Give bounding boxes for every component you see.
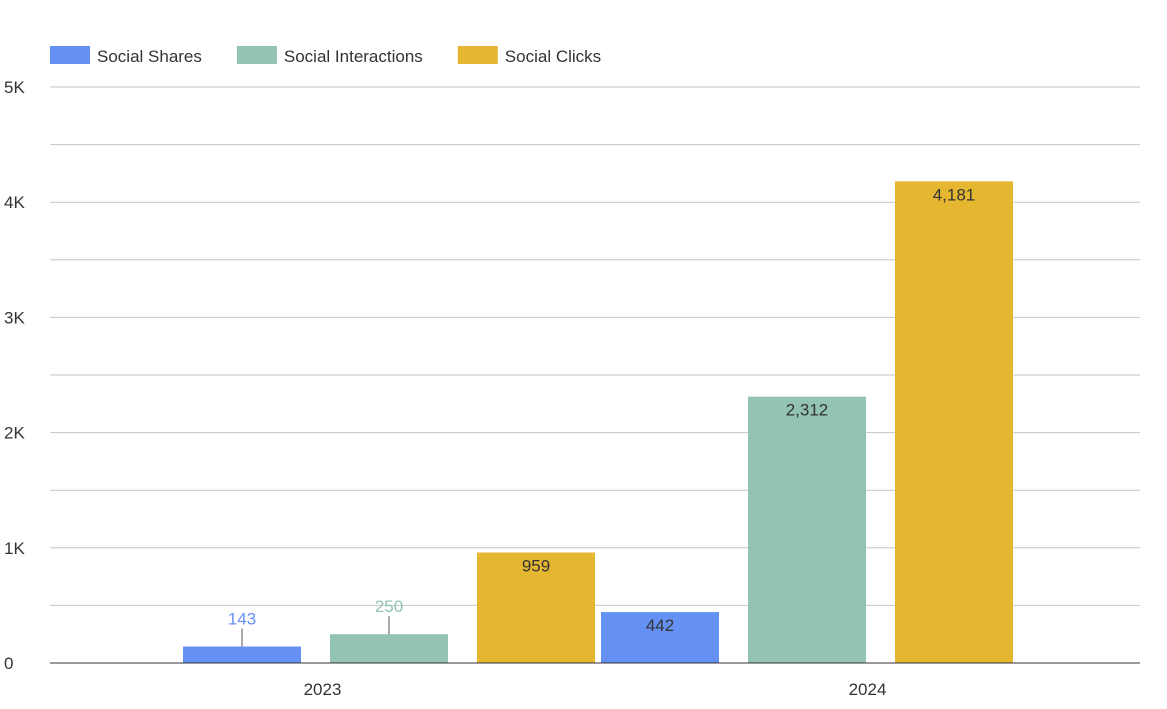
legend-item-social-interactions[interactable]: Social Interactions: [236, 46, 423, 66]
bar-social-interactions-2023[interactable]: [330, 634, 448, 663]
y-tick-label: 3K: [4, 308, 25, 327]
gridlines: [50, 86, 1140, 606]
y-axis: 0 1K 2K 3K 4K 5K: [4, 78, 25, 673]
bar-social-clicks-2023[interactable]: [477, 552, 595, 663]
legend-label: Social Clicks: [505, 47, 601, 66]
legend-label: Social Interactions: [284, 47, 423, 66]
bar-social-shares-2023[interactable]: [183, 646, 301, 663]
legend-swatch: [236, 46, 277, 64]
data-label: 143: [228, 610, 256, 629]
legend[interactable]: Social Shares Social Interactions Social C…: [50, 46, 601, 66]
x-tick-label: 2023: [304, 680, 342, 699]
y-tick-label: 1K: [4, 539, 25, 558]
y-tick-label: 4K: [4, 193, 25, 212]
bars: [183, 181, 1013, 663]
data-labels: 143 250 959 442 2,312 4,181: [228, 185, 976, 647]
legend-label: Social Shares: [97, 47, 202, 66]
y-tick-label: 2K: [4, 424, 25, 443]
data-label: 4,181: [933, 185, 976, 204]
y-tick-label: 5K: [4, 78, 25, 97]
data-label: 442: [646, 616, 674, 635]
data-label: 250: [375, 597, 403, 616]
legend-item-social-shares[interactable]: Social Shares: [50, 46, 202, 66]
legend-item-social-clicks[interactable]: Social Clicks: [457, 46, 601, 66]
data-label: 2,312: [786, 401, 829, 420]
x-axis: 2023 2024: [50, 662, 1140, 699]
bar-social-shares-2024[interactable]: [601, 612, 719, 663]
bar-social-interactions-2024[interactable]: [748, 396, 866, 663]
y-tick-label: 0: [4, 654, 13, 673]
legend-swatch: [50, 46, 90, 64]
x-tick-label: 2024: [849, 680, 887, 699]
bar-social-clicks-2024[interactable]: [895, 181, 1013, 663]
legend-swatch: [457, 46, 498, 64]
data-label: 959: [522, 557, 550, 576]
